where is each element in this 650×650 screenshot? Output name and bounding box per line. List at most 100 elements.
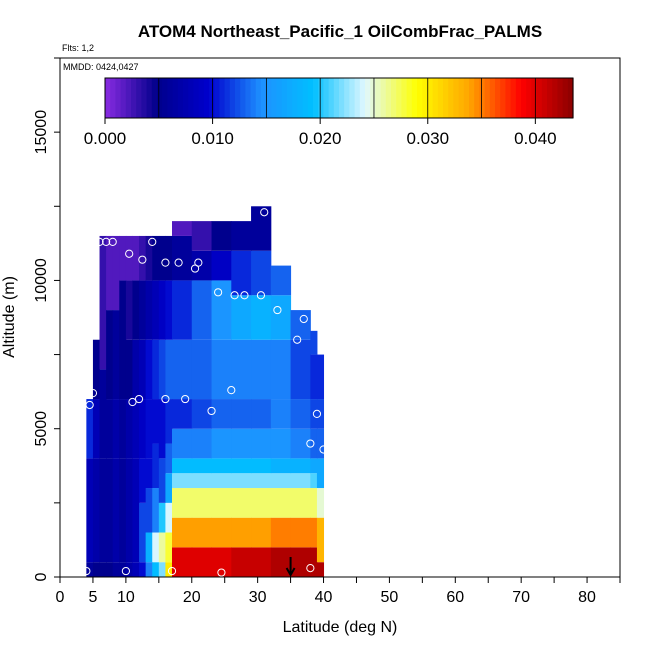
x-tick-label: 50 bbox=[381, 589, 399, 606]
sample-point bbox=[260, 208, 269, 217]
colorbar-swatch bbox=[536, 78, 543, 118]
heatmap-cell bbox=[270, 295, 292, 340]
colorbar-swatch bbox=[245, 78, 252, 118]
sample-point bbox=[128, 397, 137, 407]
chart-title: ATOM4 Northeast_Pacific_1 OilCombFrac_PA… bbox=[138, 22, 542, 41]
heatmap-cell bbox=[172, 517, 193, 548]
sample-point bbox=[161, 394, 170, 404]
heatmap-cell bbox=[211, 488, 232, 518]
colorbar-swatch bbox=[385, 78, 392, 118]
colorbar-swatch bbox=[323, 78, 330, 118]
colorbar-swatch bbox=[406, 78, 413, 118]
heatmap-cell bbox=[270, 339, 292, 400]
sample-point bbox=[230, 291, 239, 300]
heatmap-cell bbox=[251, 473, 272, 489]
flights-note: Flts: 1,2 bbox=[62, 43, 94, 53]
heatmap-cell bbox=[112, 235, 120, 311]
colorbar-swatch bbox=[521, 78, 527, 118]
heatmap-cell bbox=[310, 488, 318, 518]
heatmap-cell bbox=[99, 369, 107, 459]
colorbar-swatch bbox=[359, 78, 366, 118]
heatmap-cell bbox=[211, 250, 232, 281]
heatmap-cell bbox=[86, 399, 94, 459]
sample-point bbox=[167, 566, 177, 576]
heatmap-cell bbox=[106, 458, 114, 563]
heatmap-cell bbox=[132, 235, 140, 281]
colorbar-tick-label: 0.040 bbox=[514, 129, 557, 148]
x-tick-label: 70 bbox=[512, 589, 530, 606]
date-note: MMDD: 0424,0427 bbox=[63, 62, 139, 72]
heatmap-cell bbox=[165, 339, 173, 400]
colorbar-swatch bbox=[261, 78, 267, 118]
sample-point bbox=[194, 258, 203, 267]
colorbar-swatch bbox=[469, 78, 475, 118]
heatmap-cell bbox=[191, 517, 213, 548]
colorbar-swatch bbox=[567, 78, 574, 118]
sample-point bbox=[161, 258, 170, 267]
heatmap-cell bbox=[316, 562, 325, 577]
colorbar-tick-label: 0.030 bbox=[406, 129, 449, 148]
sample-point bbox=[174, 258, 183, 267]
heatmap-cell bbox=[251, 517, 272, 548]
heatmap-cell bbox=[231, 295, 252, 340]
sample-point bbox=[181, 394, 190, 404]
heatmap-cell bbox=[316, 354, 325, 400]
heatmap-cell bbox=[125, 235, 133, 281]
sample-point bbox=[125, 249, 134, 258]
heatmap-cell bbox=[270, 428, 292, 459]
colorbar-swatch bbox=[479, 78, 486, 118]
heatmap-cell bbox=[191, 399, 213, 429]
colorbar-swatch bbox=[515, 78, 522, 118]
heatmap-cell bbox=[310, 517, 318, 548]
heatmap-cell bbox=[316, 517, 325, 563]
heatmap-cell bbox=[139, 280, 147, 340]
heatmap-cell bbox=[310, 473, 318, 489]
heatmap-cell bbox=[158, 562, 166, 577]
colorbar-swatch bbox=[557, 78, 564, 118]
colorbar-swatch bbox=[188, 78, 194, 118]
heatmap-cell bbox=[125, 458, 133, 563]
colorbar-swatch bbox=[396, 78, 402, 118]
colorbar-swatch bbox=[235, 78, 241, 118]
colorbar-swatch bbox=[552, 78, 558, 118]
colorbar-swatch bbox=[437, 78, 444, 118]
heatmap-cell bbox=[172, 235, 193, 281]
x-axis: 0 5 10 20 30 40 50 60 70 80 bbox=[56, 577, 621, 606]
sample-point bbox=[256, 291, 266, 300]
colorbar-swatch bbox=[224, 78, 231, 118]
colorbar-swatch bbox=[193, 78, 200, 118]
colorbar-swatch bbox=[125, 78, 132, 118]
sample-point bbox=[82, 566, 91, 576]
heatmap-cell bbox=[290, 428, 311, 459]
heatmap-cell bbox=[191, 428, 213, 459]
colorbar-swatch bbox=[458, 78, 465, 118]
colorbar-swatch bbox=[255, 78, 262, 118]
heatmap-cell bbox=[92, 339, 101, 400]
heatmap-cell bbox=[112, 562, 120, 577]
heatmap-cell bbox=[191, 221, 213, 251]
sample-point bbox=[319, 323, 328, 332]
heatmap-cell bbox=[145, 562, 153, 577]
colorbar-swatch bbox=[167, 78, 174, 118]
sample-point bbox=[207, 406, 216, 416]
heatmap-cell bbox=[211, 339, 232, 400]
colorbar-swatch bbox=[417, 78, 423, 118]
heatmap-cell bbox=[290, 310, 311, 340]
heatmap-cell bbox=[231, 547, 252, 577]
sample-point bbox=[299, 314, 308, 324]
heatmap-cell bbox=[172, 280, 193, 340]
heatmap-cell bbox=[251, 339, 272, 400]
heatmap-cell bbox=[92, 458, 101, 563]
heatmap-cell bbox=[231, 399, 252, 429]
sample-point bbox=[134, 394, 144, 404]
sample-point bbox=[306, 439, 315, 448]
colorbar-swatch bbox=[391, 78, 397, 118]
colorbar-swatch bbox=[380, 78, 387, 118]
heatmap-cell bbox=[172, 339, 193, 400]
colorbar-swatch bbox=[151, 78, 158, 118]
sample-point bbox=[312, 409, 322, 418]
heatmap-cell bbox=[211, 428, 232, 459]
colorbar-swatch bbox=[141, 78, 148, 118]
x-tick-label: 40 bbox=[315, 589, 333, 606]
colorbar-swatch bbox=[209, 78, 215, 118]
